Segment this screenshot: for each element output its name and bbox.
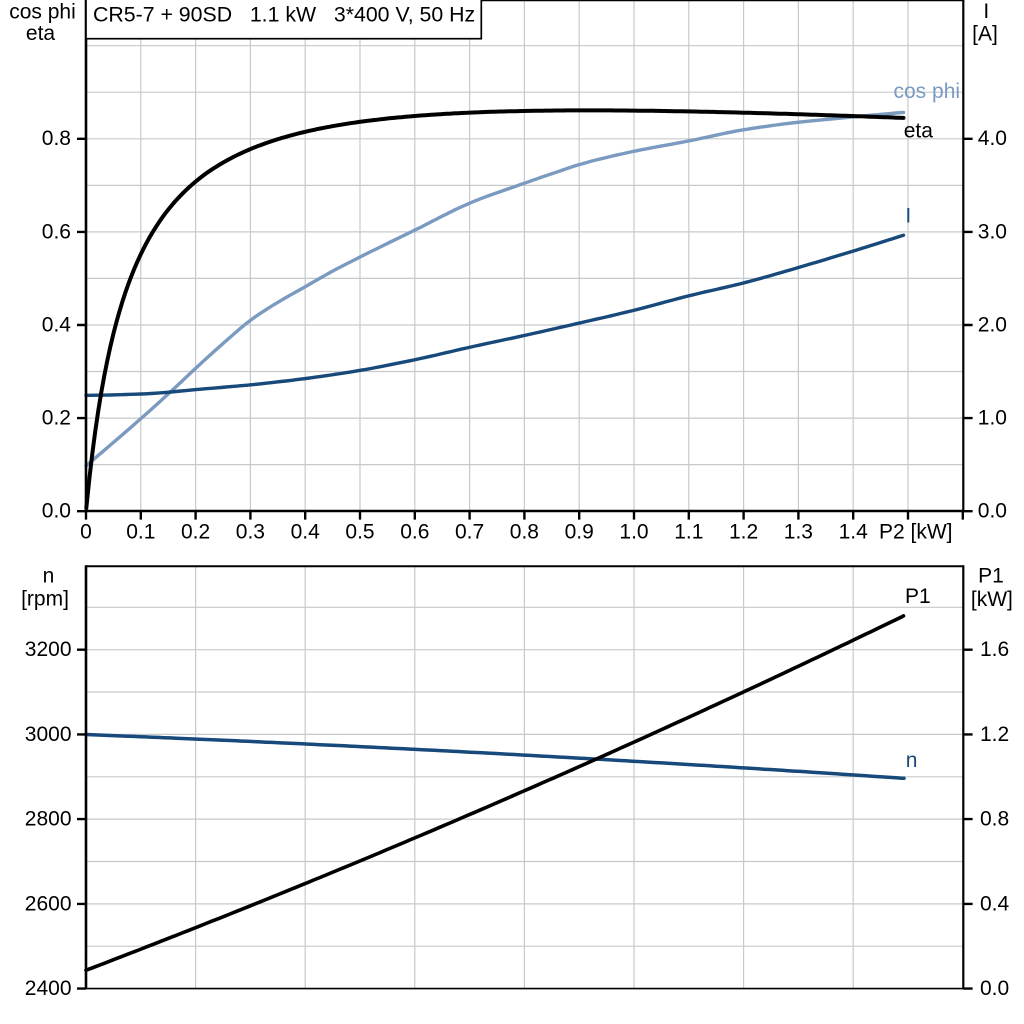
svg-text:2600: 2600 <box>25 892 72 915</box>
svg-text:0.8: 0.8 <box>980 808 1009 831</box>
svg-text:0.2: 0.2 <box>181 521 210 544</box>
svg-text:P1: P1 <box>978 565 1004 588</box>
svg-text:P1: P1 <box>905 585 931 608</box>
svg-text:0.0: 0.0 <box>978 500 1007 523</box>
svg-text:0.9: 0.9 <box>565 521 594 544</box>
svg-text:1.2: 1.2 <box>980 723 1009 746</box>
svg-text:2800: 2800 <box>25 808 72 831</box>
svg-text:0.8: 0.8 <box>42 127 71 150</box>
svg-text:1.3: 1.3 <box>784 521 813 544</box>
svg-text:n: n <box>906 749 918 772</box>
svg-text:4.0: 4.0 <box>978 127 1007 150</box>
svg-text:1.4: 1.4 <box>839 521 869 544</box>
svg-text:0.3: 0.3 <box>236 521 265 544</box>
svg-text:0.2: 0.2 <box>42 407 71 430</box>
svg-text:P2 [kW]: P2 [kW] <box>879 521 953 544</box>
svg-text:1.0: 1.0 <box>978 407 1007 430</box>
svg-text:[kW]: [kW] <box>971 588 1013 611</box>
svg-text:0.7: 0.7 <box>455 521 484 544</box>
svg-text:0.6: 0.6 <box>42 220 71 243</box>
svg-text:1.1: 1.1 <box>674 521 703 544</box>
svg-text:0.4: 0.4 <box>980 892 1010 915</box>
svg-text:0.4: 0.4 <box>42 313 72 336</box>
svg-text:cos phi: cos phi <box>894 80 961 103</box>
svg-text:[A]: [A] <box>972 23 998 46</box>
svg-text:n: n <box>43 565 55 588</box>
svg-text:3.0: 3.0 <box>978 220 1007 243</box>
svg-text:2400: 2400 <box>25 977 72 1000</box>
svg-text:0.0: 0.0 <box>42 500 71 523</box>
svg-text:0.1: 0.1 <box>126 521 155 544</box>
svg-text:I: I <box>905 205 911 228</box>
svg-text:1.2: 1.2 <box>729 521 758 544</box>
svg-text:1.0: 1.0 <box>619 521 648 544</box>
svg-text:CR5-7 + 90SD 1.1 kW 3*400: CR5-7 + 90SD 1.1 kW 3*400 V, 50 Hz <box>93 3 475 27</box>
svg-text:1.6: 1.6 <box>980 638 1009 661</box>
svg-text:3200: 3200 <box>25 638 72 661</box>
svg-text:0: 0 <box>80 521 92 544</box>
svg-text:3000: 3000 <box>25 723 72 746</box>
svg-text:eta: eta <box>26 22 56 45</box>
svg-text:cos phi: cos phi <box>9 0 76 23</box>
svg-text:eta: eta <box>904 120 934 143</box>
svg-text:0.4: 0.4 <box>291 521 321 544</box>
svg-text:0.0: 0.0 <box>980 977 1009 1000</box>
svg-text:0.8: 0.8 <box>510 521 539 544</box>
svg-text:I: I <box>983 0 989 23</box>
svg-text:0.5: 0.5 <box>345 521 374 544</box>
svg-text:0.6: 0.6 <box>400 521 429 544</box>
svg-text:2.0: 2.0 <box>978 313 1007 336</box>
svg-text:[rpm]: [rpm] <box>21 588 69 611</box>
